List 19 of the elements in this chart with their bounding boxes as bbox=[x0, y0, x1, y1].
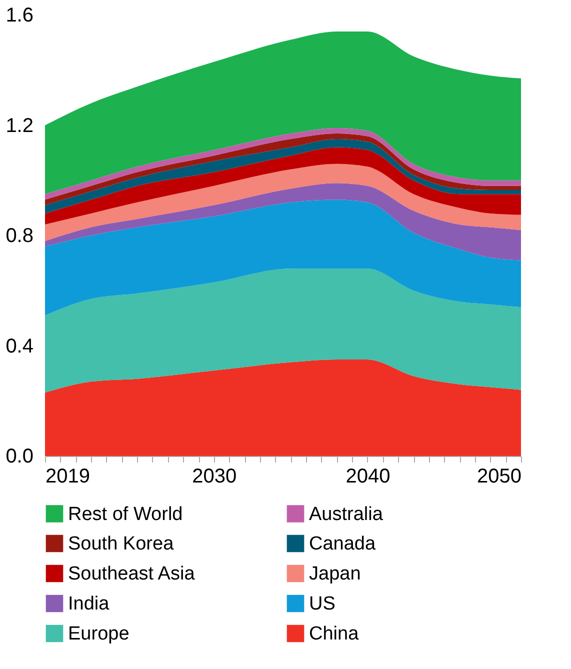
legend-label: Australia bbox=[309, 504, 384, 525]
legend-label: China bbox=[309, 624, 360, 644]
legend-label: Canada bbox=[309, 534, 376, 554]
y-tick-label: 1.2 bbox=[6, 114, 34, 137]
x-tick-label: 2050 bbox=[477, 466, 522, 488]
y-tick-label: 0.8 bbox=[6, 225, 34, 247]
legend-label: US bbox=[309, 594, 336, 614]
x-tick-label: 2040 bbox=[346, 466, 390, 488]
y-tick-label: 0.4 bbox=[6, 335, 34, 358]
legend-label: India bbox=[68, 594, 110, 614]
legend-label: Europe bbox=[68, 624, 130, 644]
legend-label: South Korea bbox=[68, 534, 174, 554]
y-tick-label: 0.0 bbox=[6, 446, 34, 468]
x-tick-label: 2019 bbox=[46, 466, 90, 488]
legend-label: Rest of World bbox=[68, 504, 183, 525]
legend-label: Southeast Asia bbox=[68, 564, 196, 584]
legend-label: Japan bbox=[309, 564, 361, 584]
y-tick-label: 1.6 bbox=[6, 4, 34, 26]
x-tick-label: 2030 bbox=[192, 466, 237, 488]
